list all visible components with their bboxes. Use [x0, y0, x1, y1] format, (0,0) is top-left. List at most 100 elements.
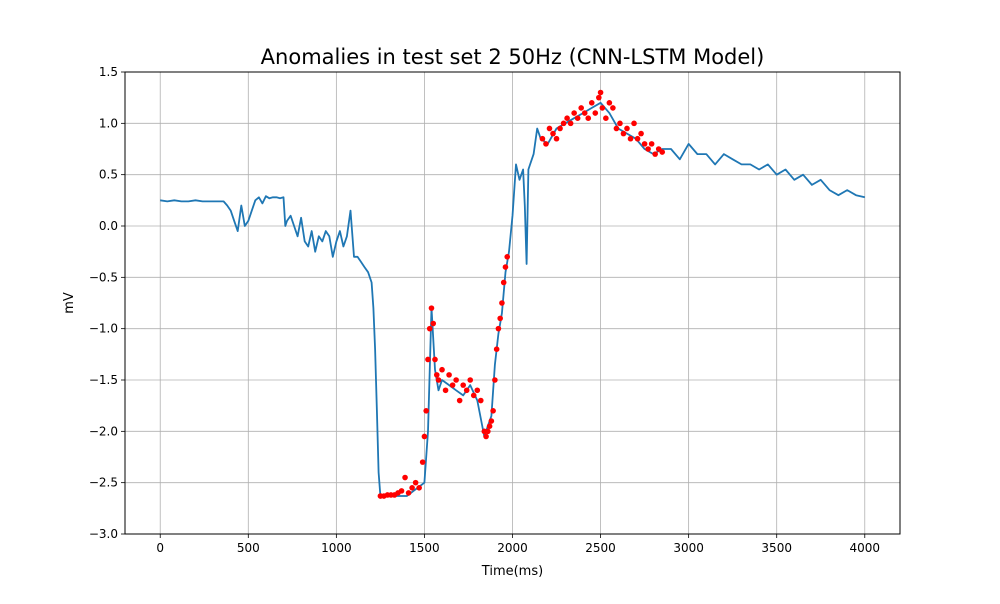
anomaly-point: [557, 125, 563, 132]
y-tick-label: −2.0: [89, 424, 118, 438]
anomaly-point: [402, 474, 408, 481]
anomaly-point: [421, 433, 428, 440]
anomaly-point: [446, 372, 452, 378]
anomaly-point: [486, 423, 493, 430]
anomaly-point: [490, 408, 496, 414]
anomaly-point: [463, 387, 470, 394]
anomaly-point: [574, 115, 581, 121]
anomaly-point: [467, 377, 474, 383]
anomaly-point: [620, 130, 627, 137]
anomaly-point: [603, 115, 609, 121]
x-tick-label: 2500: [585, 541, 616, 555]
anomaly-point: [488, 418, 495, 424]
anomaly-point: [624, 125, 630, 132]
anomaly-point: [435, 377, 442, 383]
anomaly-point: [617, 120, 623, 127]
anomaly-point: [423, 408, 429, 414]
anomaly-point: [567, 120, 574, 127]
anomaly-point: [500, 279, 507, 286]
anomaly-point: [543, 141, 549, 147]
anomaly-point: [652, 151, 658, 157]
anomaly-point: [560, 120, 567, 127]
anomaly-point: [439, 366, 445, 373]
anomaly-point: [585, 115, 592, 121]
anomaly-point: [409, 485, 415, 491]
anomaly-point: [432, 356, 438, 363]
anomaly-point: [398, 488, 405, 494]
anomaly-point: [449, 382, 456, 388]
x-axis-label: Time(ms): [481, 564, 543, 579]
anomaly-point: [578, 105, 584, 111]
anomaly-point: [631, 120, 637, 127]
anomaly-point: [419, 459, 426, 465]
anomaly-point: [564, 115, 570, 121]
anomaly-point: [588, 100, 595, 106]
anomaly-point: [648, 141, 655, 147]
plot-area-series: [160, 89, 866, 499]
anomaly-point: [606, 100, 613, 106]
anomaly-point: [597, 89, 604, 96]
grid-lines: [125, 71, 900, 535]
anomaly-point: [470, 392, 477, 399]
y-tick-label: 1.0: [99, 116, 118, 130]
anomaly-point: [483, 433, 489, 440]
anomaly-point: [477, 397, 484, 404]
x-tick-label: 1500: [409, 541, 440, 555]
anomaly-point: [504, 253, 511, 260]
anomaly-point: [645, 146, 651, 152]
axis-ticks: 0 500 1000 1500 2000 2500 3000 3500 4000 −3.0 −2.5…: [89, 65, 880, 555]
anomaly-point: [499, 300, 505, 306]
signal-line: [160, 101, 866, 497]
anomaly-point: [426, 325, 433, 332]
anomaly-point: [546, 125, 553, 132]
y-tick-label: 0.0: [99, 219, 118, 233]
y-tick-label: −1.5: [89, 373, 118, 387]
y-tick-label: 0.5: [99, 168, 118, 182]
y-tick-label: −2.5: [89, 476, 118, 490]
x-tick-label: 3500: [761, 541, 792, 555]
anomaly-point: [412, 479, 419, 486]
anomaly-point: [456, 397, 463, 404]
anomaly-point: [596, 94, 602, 101]
y-tick-label: −1.0: [89, 322, 118, 336]
chart-title: Anomalies in test set 2 50Hz (CNN-LSTM M…: [261, 45, 765, 69]
anomaly-point: [610, 105, 616, 111]
x-tick-label: 1000: [321, 541, 352, 555]
anomaly-point: [641, 141, 648, 147]
anomaly-point: [627, 135, 634, 142]
anomaly-point: [453, 377, 459, 383]
anomaly-point: [428, 305, 435, 311]
y-tick-label: −3.0: [89, 527, 118, 541]
anomaly-point: [474, 387, 481, 394]
x-tick-label: 3000: [673, 541, 704, 555]
anomaly-point: [493, 346, 500, 353]
x-tick-label: 4000: [849, 541, 880, 555]
anomaly-point: [460, 382, 466, 388]
anomaly-point: [634, 135, 641, 142]
anomaly-point: [599, 105, 606, 111]
anomaly-point: [581, 110, 588, 116]
anomaly-point: [430, 320, 437, 327]
anomaly-point: [442, 387, 449, 394]
anomaly-point: [425, 356, 431, 363]
anomaly-point: [571, 110, 577, 116]
y-axis-label: mV: [62, 292, 77, 314]
anomaly-point: [502, 264, 509, 270]
anomaly-point: [495, 325, 502, 332]
x-tick-label: 0: [156, 541, 164, 555]
anomaly-point: [550, 130, 556, 137]
anomaly-point: [592, 110, 599, 116]
anomaly-point: [659, 149, 666, 155]
anomaly-point: [485, 428, 491, 435]
x-tick-label: 500: [237, 541, 260, 555]
anomaly-point: [433, 372, 440, 378]
anomaly-point: [416, 485, 422, 491]
x-tick-label: 2000: [497, 541, 528, 555]
y-tick-label: 1.5: [99, 65, 118, 79]
anomaly-point: [405, 490, 412, 496]
anomaly-point: [492, 377, 498, 383]
anomaly-point: [539, 135, 546, 142]
